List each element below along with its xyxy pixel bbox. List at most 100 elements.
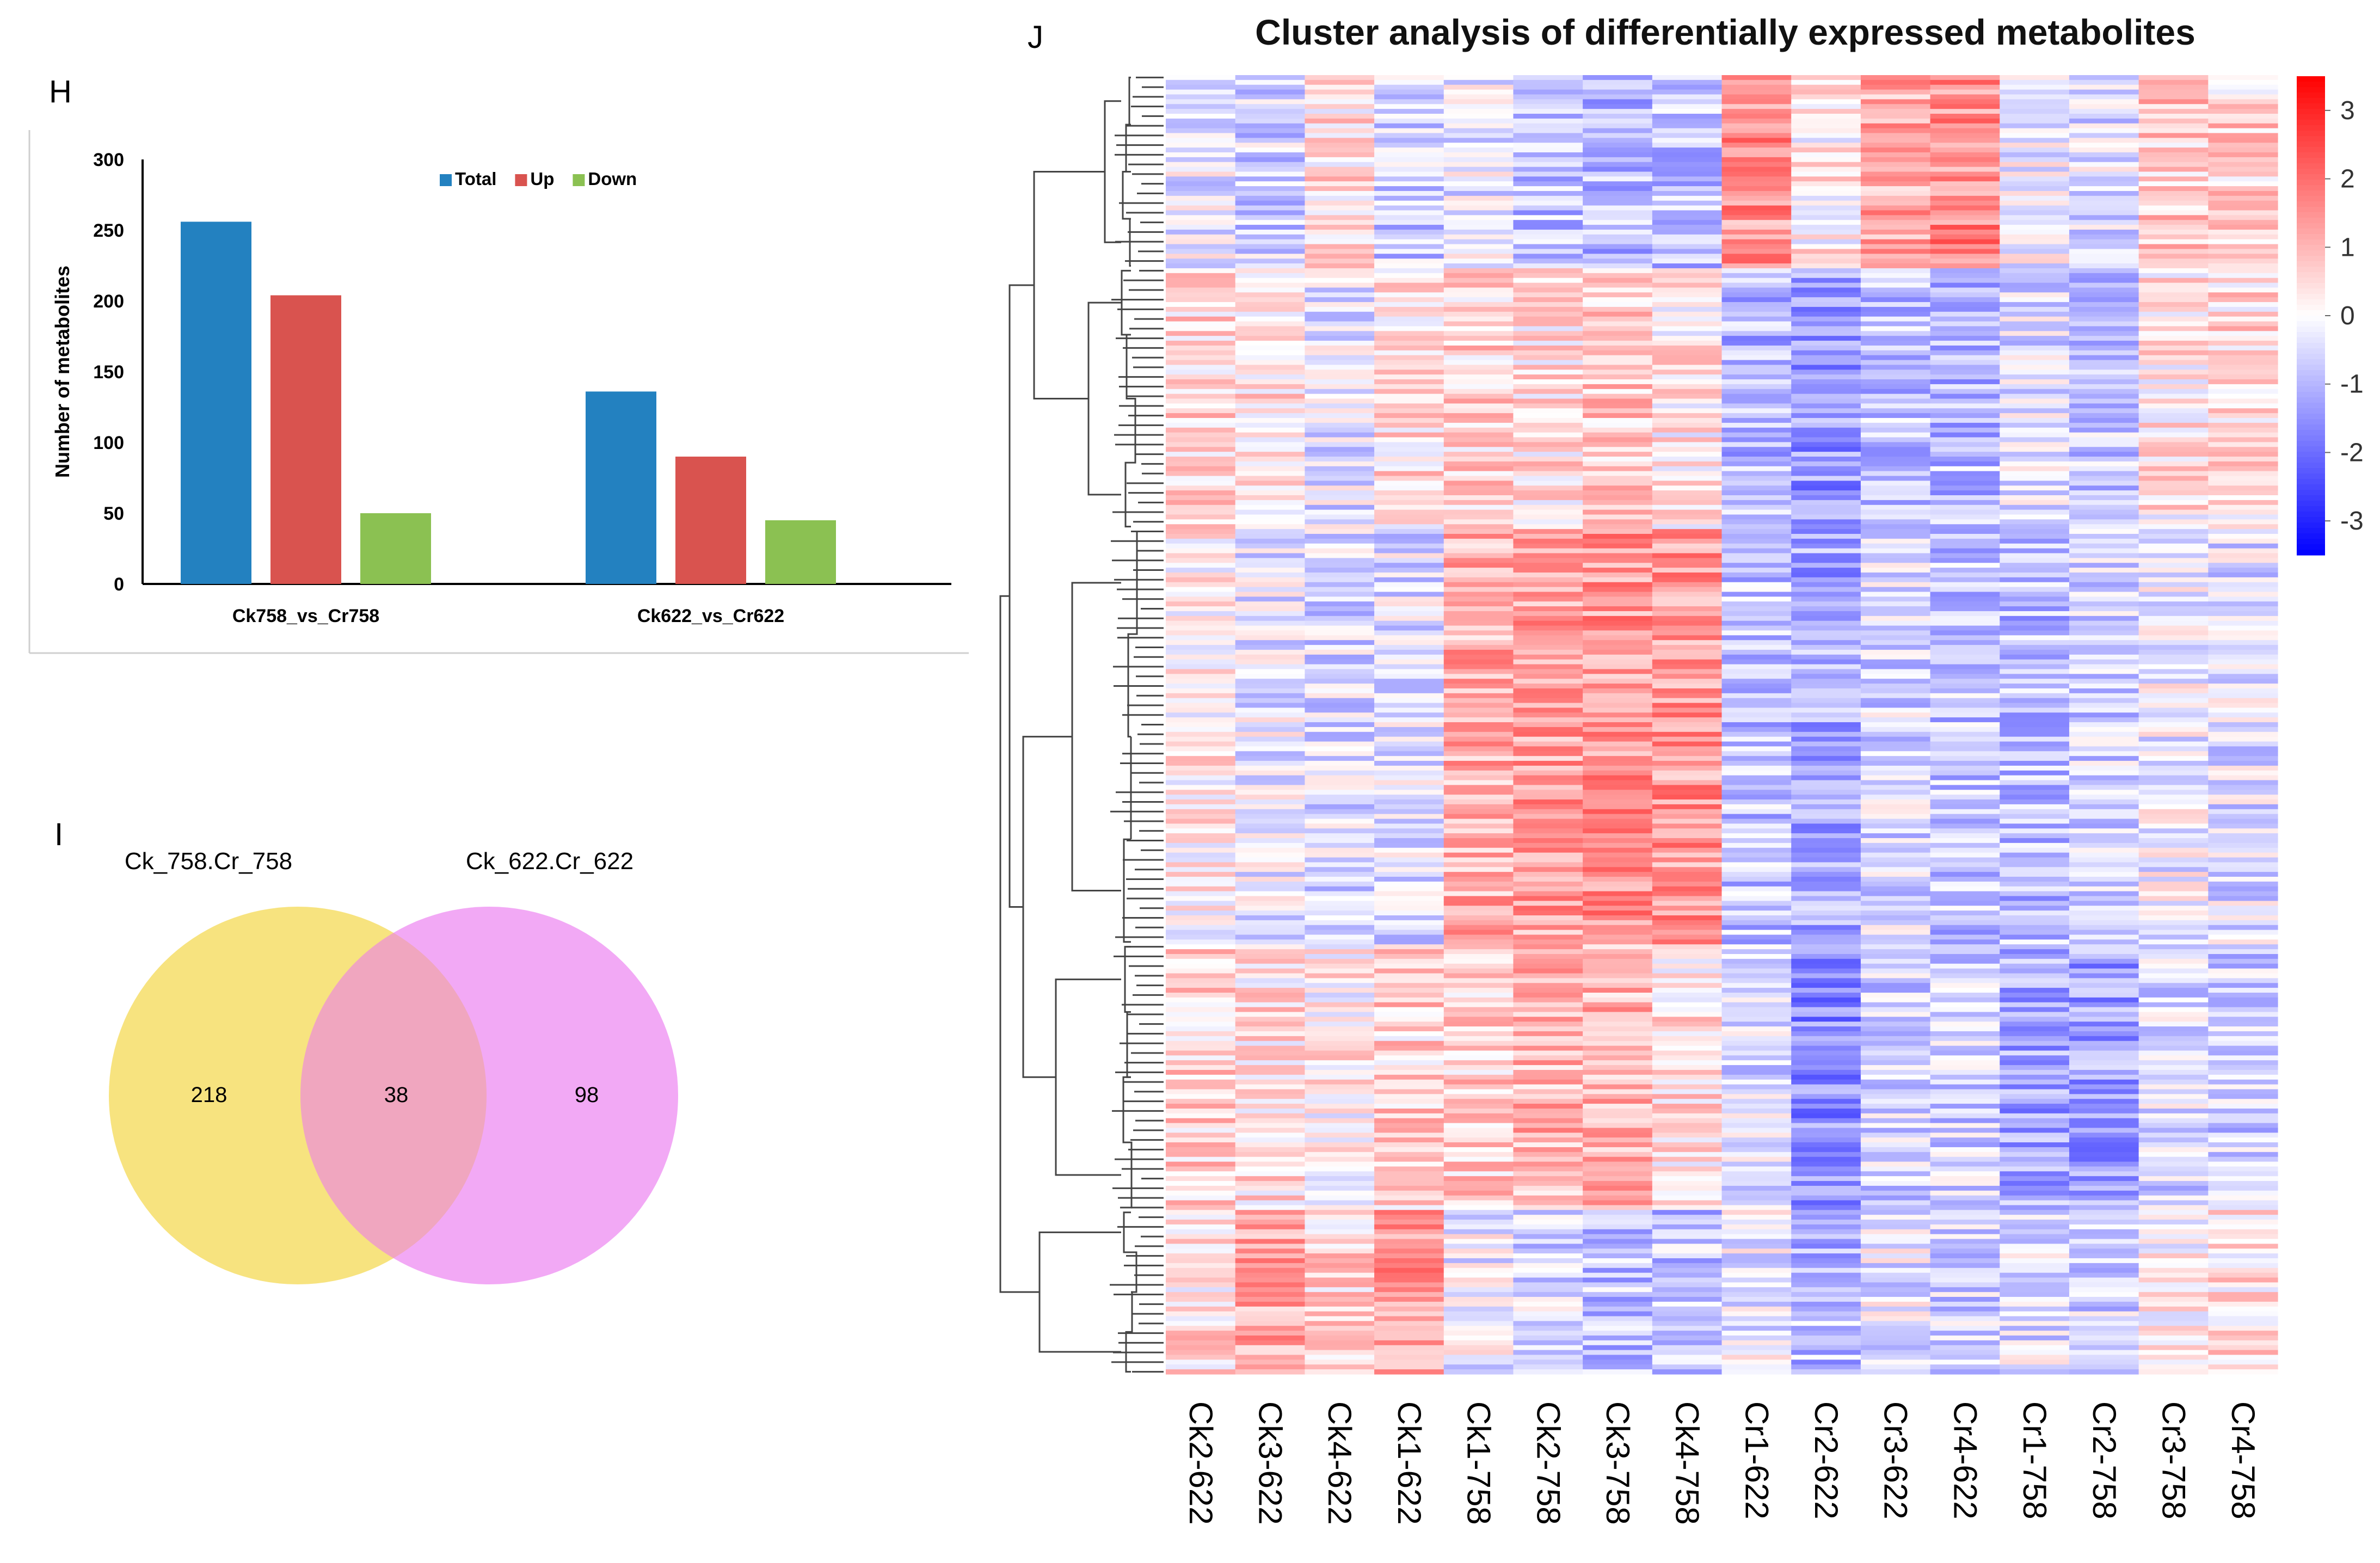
heatmap-cell [1860, 1229, 1931, 1235]
heatmap-cell [1235, 254, 1305, 259]
heatmap-cell [1652, 707, 1723, 713]
heatmap-cell [2000, 727, 2070, 733]
heatmap-cell [2138, 1345, 2209, 1351]
heatmap-cell [2208, 408, 2278, 414]
heatmap-cell [1374, 1287, 1444, 1293]
heatmap-cell [1235, 302, 1305, 307]
heatmap-cell [1235, 1022, 1305, 1027]
heatmap-cell [1235, 398, 1305, 404]
heatmap-cell [1721, 365, 1792, 370]
heatmap-cell [1930, 461, 2000, 467]
heatmap-cell [1235, 1166, 1305, 1172]
heatmap-cell [2000, 171, 2070, 177]
heatmap-cell [1443, 731, 1514, 737]
heatmap-cell [1721, 1301, 1792, 1307]
heatmap-cell [1721, 978, 1792, 983]
heatmap-cell [1652, 79, 1723, 85]
heatmap-cell [1305, 1282, 1375, 1288]
heatmap-cell [1166, 1099, 1236, 1104]
heatmap-cell [1583, 988, 1653, 993]
heatmap-cell [1443, 577, 1514, 583]
heatmap-cell [1860, 75, 1931, 81]
heatmap-cell [1652, 925, 1723, 931]
heatmap-cell [1791, 906, 1861, 911]
heatmap-cell [1583, 654, 1653, 660]
heatmap-cell [1166, 1297, 1236, 1302]
legend-gradient-step [2297, 468, 2325, 474]
heatmap-cell [2000, 1326, 2070, 1331]
heatmap-cell [1374, 533, 1444, 539]
heatmap-cell [1791, 649, 1861, 655]
heatmap-cell [1652, 1287, 1723, 1293]
heatmap-cell [1583, 842, 1653, 848]
heatmap-cell [1305, 930, 1375, 936]
heatmap-cell [1374, 1181, 1444, 1186]
heatmap-cell [1374, 1147, 1444, 1153]
heatmap-cell [2208, 398, 2278, 404]
heatmap-cell [1513, 254, 1583, 259]
heatmap-cell [2138, 1195, 2209, 1201]
legend-gradient-step [2297, 446, 2325, 452]
heatmap-cell [1860, 529, 1931, 534]
heatmap-cell [1443, 548, 1514, 554]
heatmap-cell [1513, 123, 1583, 129]
heatmap-cell [2138, 1316, 2209, 1321]
heatmap-cell [1513, 891, 1583, 897]
heatmap-cell [1235, 1074, 1305, 1080]
legend-gradient-step [2297, 234, 2325, 240]
heatmap-cell [1583, 1055, 1653, 1061]
heatmap-cell [2069, 1007, 2139, 1013]
heatmap-cell [1583, 118, 1653, 124]
heatmap-cell [1583, 1248, 1653, 1254]
heatmap-cell [1930, 504, 2000, 510]
heatmap-cell [1374, 785, 1444, 790]
heatmap-cell [1860, 838, 1931, 844]
heatmap-cell [1235, 780, 1305, 786]
heatmap-cell [1443, 770, 1514, 776]
heatmap-cell [2000, 1244, 2070, 1249]
heatmap-cell [1305, 756, 1375, 761]
heatmap-cell [2069, 712, 2139, 718]
heatmap-cell [1791, 1055, 1861, 1061]
heatmap-cell [1374, 331, 1444, 336]
heatmap-cell [1583, 476, 1653, 481]
heatmap-cell [1513, 273, 1583, 279]
heatmap-cell [1443, 123, 1514, 129]
heatmap-cell [1930, 1104, 2000, 1109]
legend-gradient-step [2297, 392, 2325, 398]
heatmap-cell [1930, 84, 2000, 90]
heatmap-cell [2069, 1282, 2139, 1288]
heatmap-cell [1860, 326, 1931, 331]
legend-label-down: Down [588, 169, 637, 189]
heatmap-cell [1860, 1026, 1931, 1032]
heatmap-cell [2138, 75, 2209, 81]
heatmap-cell [1374, 336, 1444, 341]
heatmap-cell [1583, 393, 1653, 399]
heatmap-cell [1721, 968, 1792, 974]
heatmap-cell [1583, 688, 1653, 694]
heatmap-cell [1443, 1031, 1514, 1037]
heatmap-cell [1443, 336, 1514, 341]
heatmap-cell [1166, 190, 1236, 196]
heatmap-cell [2000, 780, 2070, 786]
heatmap-cell [1652, 370, 1723, 375]
heatmap-cell [2069, 925, 2139, 931]
heatmap-cell [1791, 746, 1861, 752]
heatmap-cell [1721, 210, 1792, 216]
heatmap-cell [1513, 669, 1583, 674]
heatmap-cell [2208, 910, 2278, 916]
heatmap-cell [1791, 273, 1861, 279]
heatmap-cell [1791, 514, 1861, 520]
heatmap-cell [1721, 1369, 1792, 1375]
heatmap-cell [1930, 920, 2000, 926]
heatmap-cell [2138, 833, 2209, 839]
heatmap-cell [1374, 548, 1444, 554]
heatmap-cell [1235, 268, 1305, 274]
heatmap-cell [1513, 616, 1583, 621]
heatmap-cell [1652, 75, 1723, 81]
heatmap-cell [2208, 152, 2278, 158]
heatmap-cell [2069, 374, 2139, 380]
heatmap-cell [1860, 398, 1931, 404]
heatmap-cell [1513, 138, 1583, 143]
heatmap-cell [1791, 500, 1861, 506]
